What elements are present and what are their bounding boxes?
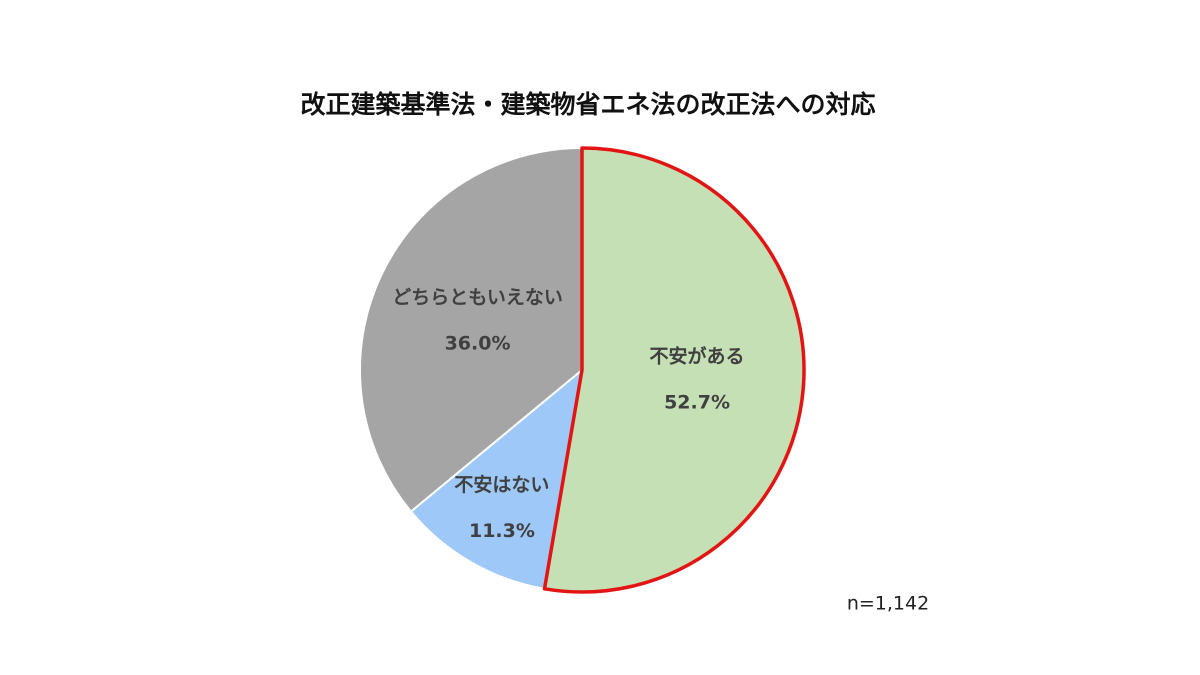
chart-title: 改正建築基準法・建築物省エネ法の改正法への対応 bbox=[300, 90, 875, 119]
annotation: n=1,142 bbox=[847, 593, 929, 615]
slice-label: どちらともいえない bbox=[392, 286, 563, 308]
slice-label: 不安はない bbox=[454, 473, 549, 496]
pie-slice bbox=[409, 369, 583, 590]
pie bbox=[359, 146, 806, 594]
pie-slice bbox=[542, 146, 806, 594]
slice-label: 不安がある bbox=[650, 344, 745, 367]
pie-slice bbox=[359, 147, 583, 513]
slice-value-label: 11.3% bbox=[469, 520, 535, 542]
slice-value-label: 36.0% bbox=[445, 332, 511, 354]
slice-value-label: 52.7% bbox=[664, 391, 730, 413]
